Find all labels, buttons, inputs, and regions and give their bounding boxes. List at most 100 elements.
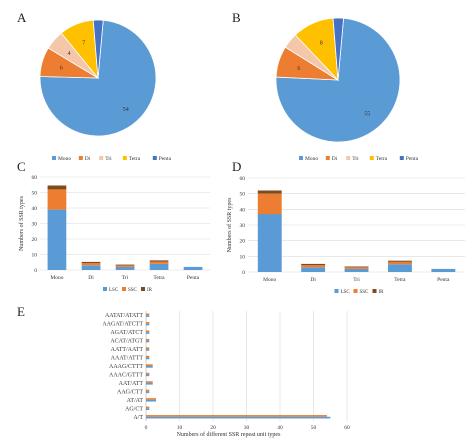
legend-swatch-lsc — [103, 287, 107, 291]
x-tick-label: 0 — [145, 425, 148, 431]
bar-aaac-gttt-1 — [146, 374, 150, 377]
pie-value-label: 54 — [123, 107, 129, 113]
x-tick-label: 10 — [177, 425, 183, 431]
pie-value-label: 6 — [297, 66, 300, 72]
legend-label-lsc: LSC — [341, 290, 351, 295]
x-axis-label: Numbers of different SSR repeat unit typ… — [177, 431, 282, 438]
legend-label-tetra: Tetra — [376, 156, 388, 162]
legend-swatch-lsc — [334, 289, 339, 293]
y-tick-label: ACAT/ATGT — [110, 339, 143, 345]
bar-at-at-0 — [146, 398, 157, 400]
x-tick-label: 60 — [344, 425, 350, 431]
x-tick-label: Di — [310, 277, 316, 283]
y-tick-label: AATAT/ATATT — [105, 313, 143, 319]
y-tick-label: 40 — [240, 207, 246, 213]
x-tick-label: Mono — [263, 277, 276, 283]
bar-ir-tri — [115, 264, 135, 266]
y-tick-label: 50 — [32, 191, 38, 197]
x-tick-label: 40 — [277, 425, 283, 431]
bar-lsc-mono — [257, 214, 282, 272]
x-tick-label: 50 — [311, 425, 317, 431]
panel-e: E 0 10 20 30 40 50 60 Numbers of different SSR r… — [17, 304, 350, 438]
bar-ir-tri — [344, 266, 369, 268]
y-tick-label: 40 — [32, 206, 38, 212]
bar-ir-mono — [47, 185, 67, 190]
bar-at-at-1 — [146, 399, 157, 402]
bar-ssc-tetra — [149, 261, 169, 264]
bar-ssc-di — [301, 264, 326, 268]
bar-acat-atgt-0 — [146, 338, 150, 341]
panel-b: B 55 6 8 Mono Di Tri Tetra Penta — [232, 10, 419, 162]
legend-label-tri: Tri — [352, 156, 359, 162]
bar-ir-mono — [257, 190, 282, 194]
y-tick-label: 30 — [32, 222, 38, 228]
legend-swatch-mono — [52, 156, 56, 160]
y-tick-label: AAAT/ATTT — [111, 356, 144, 362]
y-tick-label: 0 — [34, 268, 37, 274]
bar-ir-tetra — [149, 260, 169, 262]
bar-ssc-tri — [344, 267, 369, 269]
legend-label-ir: IR — [379, 290, 385, 295]
y-tick-label: AAAG/CTTT — [109, 364, 143, 370]
bar-lsc-di — [301, 267, 326, 272]
bar-ssc-mono — [47, 189, 67, 210]
legend-label-ir: IR — [147, 288, 153, 293]
pie-value-label: 6 — [60, 65, 63, 71]
bar-aatat-atatt-1 — [146, 315, 150, 317]
legend-label-ssc: SSC — [128, 288, 138, 293]
legend-swatch-penta — [152, 156, 157, 160]
x-tick-label: Penta — [187, 275, 200, 281]
bar-lsc-penta — [431, 268, 456, 272]
panel-letter: E — [17, 304, 25, 319]
bar-ag-ct-1 — [146, 408, 150, 411]
bar-aag-ctt-0 — [146, 389, 150, 392]
bar-aat-att-1 — [146, 382, 153, 385]
bar-ssc-di — [81, 263, 101, 266]
panel-letter: A — [17, 10, 27, 25]
bar-aaac-gttt-0 — [146, 372, 150, 375]
legend-label-di: Di — [332, 156, 338, 162]
bar-aaat-attt-1 — [146, 357, 150, 360]
bar-aaat-attt-0 — [146, 355, 150, 358]
legend-swatch-ir — [372, 289, 377, 293]
pie-value-label: 4 — [68, 51, 71, 57]
x-tick-label: Di — [88, 275, 94, 281]
y-tick-label: AAAC/GTTT — [109, 372, 143, 378]
y-tick-label: 20 — [240, 239, 246, 245]
bar-ir-di — [81, 261, 101, 263]
x-tick-label: Penta — [437, 277, 450, 283]
bar-agat-atct-0 — [146, 330, 150, 333]
x-tick-label: Tri — [122, 275, 129, 281]
pie-value-label: 8 — [320, 41, 323, 47]
y-axis-label: Numbers of SSR types — [18, 195, 25, 251]
pie-slice-penta — [332, 17, 345, 81]
y-tick-label: AATT/AATT — [111, 347, 144, 353]
y-tick-label: 50 — [240, 192, 246, 198]
y-tick-label: 30 — [240, 223, 246, 229]
legend-swatch-penta — [399, 156, 404, 160]
y-tick-label: 60 — [32, 175, 38, 181]
x-tick-label: 30 — [244, 425, 250, 431]
bar-ir-di — [301, 263, 326, 265]
panel-letter: D — [232, 159, 241, 174]
y-tick-label: 20 — [32, 237, 38, 243]
bar-lsc-di — [81, 265, 101, 270]
x-tick-label: Tetra — [153, 275, 165, 281]
bar-aatt-aatt-0 — [146, 347, 150, 350]
legend-swatch-tetra — [122, 156, 127, 160]
legend-swatch-tri — [99, 156, 104, 160]
pie-slice-penta — [92, 19, 104, 79]
bar-lsc-tetra — [388, 264, 412, 272]
legend-swatch-tri — [346, 156, 351, 160]
legend-swatch-ir — [141, 287, 145, 291]
legend-swatch-ssc — [122, 287, 126, 291]
bar-aatat-atatt-0 — [146, 313, 150, 316]
bar-acat-atgt-1 — [146, 340, 150, 343]
y-tick-label: AT/AT — [127, 398, 144, 404]
bar-aagat-atctt-1 — [146, 323, 150, 326]
bar-aat-att-0 — [146, 381, 153, 383]
legend-label-di: Di — [85, 156, 91, 162]
x-tick-label: Mono — [50, 275, 63, 281]
x-tick-label: 20 — [210, 425, 216, 431]
